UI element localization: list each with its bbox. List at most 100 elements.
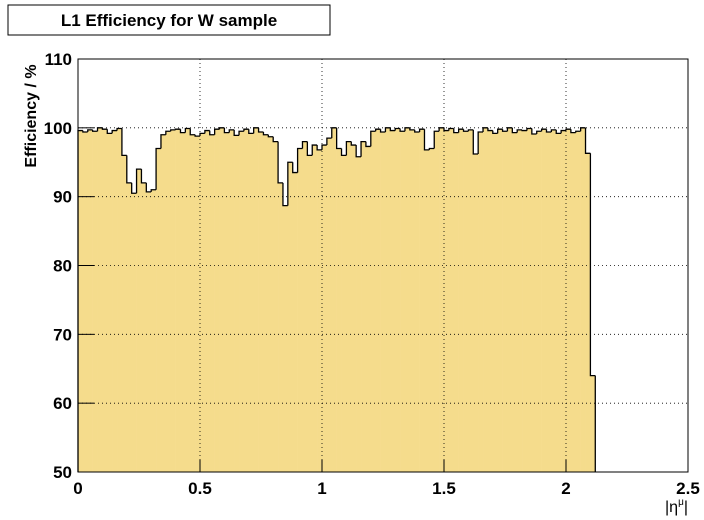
bar-outline	[492, 130, 498, 134]
bar-outline	[292, 162, 298, 174]
bar-outline	[428, 147, 435, 150]
bar	[317, 149, 323, 473]
y-tick-label: 80	[53, 257, 72, 276]
bar-outline	[389, 127, 396, 132]
bar	[351, 145, 357, 472]
bar	[258, 131, 264, 473]
bar	[395, 128, 401, 472]
bar-outline	[282, 182, 288, 207]
bar	[551, 129, 557, 473]
bar	[541, 129, 547, 472]
bar-outline	[462, 129, 469, 132]
y-tick-label: 70	[53, 325, 72, 344]
bar-outline	[331, 127, 337, 139]
bar	[575, 131, 581, 472]
bar	[224, 132, 230, 472]
bar	[243, 129, 250, 472]
bar-outline	[414, 129, 420, 133]
bar-outline	[521, 129, 527, 132]
bar	[526, 128, 533, 472]
bar-outline	[150, 189, 157, 192]
bar	[566, 129, 572, 472]
bar-outline	[321, 144, 327, 150]
bar	[531, 134, 538, 473]
bar	[307, 155, 313, 472]
bar-outline	[457, 128, 464, 133]
bar	[107, 133, 113, 472]
bar-outline	[555, 129, 562, 134]
bar-outline	[135, 168, 142, 194]
bar-outline	[257, 127, 264, 133]
x-tick-label: 2.5	[676, 479, 700, 498]
bar	[341, 155, 347, 472]
bar-outline	[345, 140, 352, 156]
x-tick-label: 0	[73, 479, 82, 498]
bar	[200, 133, 206, 472]
bar	[209, 134, 215, 472]
bar	[160, 134, 167, 472]
bar-outline	[306, 141, 313, 157]
bar-outline	[165, 130, 171, 135]
bar-outline	[204, 129, 210, 134]
bar-outline	[565, 128, 571, 131]
bar-outline	[243, 128, 249, 132]
bar	[492, 133, 498, 472]
bar-outline	[267, 134, 274, 138]
bar-outline	[575, 130, 581, 133]
bar-outline	[126, 155, 132, 184]
bar-outline	[579, 127, 586, 132]
y-tick-label: 90	[53, 188, 72, 207]
bar-outline	[116, 127, 122, 131]
bar	[239, 131, 245, 472]
bar-outline	[384, 127, 391, 132]
bar	[375, 129, 381, 472]
bar	[356, 156, 362, 472]
bar-outline	[536, 130, 542, 135]
y-axis-label: Efficiency / %	[23, 64, 40, 167]
bar	[585, 153, 591, 472]
bar	[522, 130, 528, 472]
bar-outline	[184, 127, 191, 133]
bar-outline	[570, 129, 576, 134]
bar-outline	[121, 128, 127, 157]
bar	[404, 127, 411, 472]
bar-outline	[375, 128, 381, 132]
bar-outline	[253, 127, 259, 134]
bar	[385, 127, 391, 472]
bar	[219, 127, 225, 472]
bar	[370, 131, 376, 472]
bar	[87, 129, 93, 473]
bar	[361, 141, 367, 472]
bar-outline	[399, 128, 405, 132]
bar-outline	[497, 128, 503, 134]
bar-outline	[272, 136, 279, 143]
bar-outline	[223, 127, 230, 134]
bar-outline	[472, 129, 479, 155]
bar	[448, 128, 455, 472]
bar	[156, 148, 162, 472]
bar	[326, 138, 333, 473]
bar-outline	[370, 130, 376, 147]
bar-outline	[311, 144, 318, 156]
bar	[390, 130, 396, 472]
bar	[229, 129, 235, 473]
bar-outline	[365, 141, 371, 148]
bar	[590, 375, 596, 472]
bar	[263, 134, 269, 472]
bar	[278, 182, 284, 472]
bar	[78, 130, 84, 472]
bar-outline	[501, 129, 508, 132]
bar	[429, 148, 435, 472]
bar	[141, 182, 147, 472]
bar-outline	[526, 127, 532, 131]
x-label-sup: μ	[678, 497, 684, 508]
bar-outline	[179, 129, 186, 134]
bar	[195, 136, 201, 473]
x-tick-label: 0.5	[188, 479, 212, 498]
bar	[112, 130, 118, 472]
bar-outline	[423, 129, 430, 151]
bar-outline	[155, 147, 161, 190]
bar-outline	[111, 129, 118, 134]
bar	[536, 131, 542, 472]
bar-outline	[584, 127, 591, 154]
